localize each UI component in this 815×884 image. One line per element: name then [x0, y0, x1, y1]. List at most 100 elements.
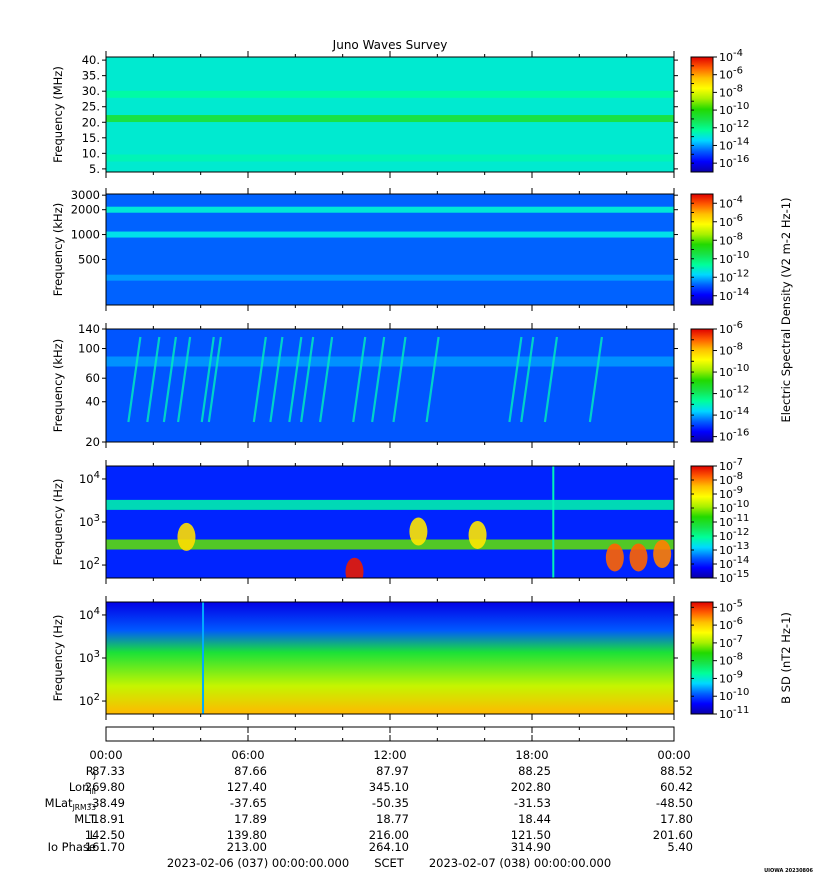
colorbar-tick-label: 10-4	[719, 194, 743, 210]
panel-1-features	[106, 90, 674, 162]
y-tick-label: 140	[78, 322, 100, 336]
y-tick-label: 1000	[71, 228, 100, 242]
ephem-value: 139.80	[227, 828, 267, 842]
y-tick-label: 5.	[89, 162, 100, 176]
emission-burst	[371, 336, 386, 423]
colorbar-tick-label: 10-8	[719, 342, 743, 358]
ephem-value: -37.65	[230, 796, 267, 810]
colorbar-tick-label: 10-6	[719, 320, 743, 336]
ephem-value: -31.53	[514, 796, 551, 810]
ephem-value: 60.42	[660, 780, 693, 794]
footer-stamp: UIOWA 20230806	[764, 868, 813, 874]
panel-5-features	[202, 602, 205, 714]
emission-burst	[319, 336, 334, 423]
emission-band	[106, 90, 674, 98]
colorbar-2	[690, 193, 714, 306]
colorbar-tick-label: 10-12	[719, 385, 749, 401]
emission-spot	[177, 522, 196, 551]
colorbar-label: B SD (nT2 Hz-1)	[779, 612, 793, 704]
y-tick-label: 60	[85, 371, 100, 385]
colorbar-1	[690, 56, 714, 173]
ephem-value: 345.10	[369, 780, 409, 794]
ephem-label: Io Phase	[48, 840, 96, 854]
ephem-value: 213.00	[227, 840, 267, 854]
ephem-value: 18.44	[518, 812, 551, 826]
colorbar-tick-label: 10-10	[719, 687, 749, 703]
colorbar-tick-label: 10-12	[719, 268, 749, 284]
y-tick-label: 104	[79, 606, 100, 622]
emission-spot	[629, 543, 648, 572]
emission-band	[106, 206, 674, 213]
colorbar-tick-label: 10-16	[719, 428, 749, 444]
ephem-value: 121.50	[511, 828, 551, 842]
colorbar-tick-label: 10-14	[719, 406, 749, 422]
y-tick-label: 35.	[82, 69, 100, 83]
emission-spot	[468, 520, 487, 549]
emission-spike	[552, 466, 555, 578]
panel-1-spectrogram	[106, 57, 674, 172]
ephem-value: 202.80	[511, 780, 551, 794]
y-tick-label: 102	[79, 556, 100, 572]
emission-band	[106, 499, 674, 510]
chart-title: Juno Waves Survey	[332, 38, 448, 52]
footer-scet: SCET	[374, 856, 405, 870]
ephem-value: 5.40	[667, 840, 693, 854]
emission-band	[106, 115, 674, 123]
emission-burst	[520, 336, 535, 423]
ephem-label: MLT	[74, 812, 97, 826]
ephem-value: 264.10	[369, 840, 409, 854]
ephem-value: 88.25	[518, 764, 551, 778]
colorbar-tick-label: 10-8	[719, 231, 743, 247]
colorbar-tick-label: 10-15	[719, 569, 749, 585]
ephem-label: LonIII	[69, 780, 96, 796]
panel-3-spectrogram	[106, 329, 674, 442]
colorbar-tick-label: 10-5	[719, 598, 743, 614]
colorbar-tick-label: 10-8	[719, 652, 743, 668]
emission-burst	[288, 336, 303, 423]
y-axis-label: Frequency (Hz)	[51, 479, 65, 566]
colorbar-tick-label: 10-14	[719, 287, 749, 303]
ephem-value: -48.50	[656, 796, 693, 810]
emission-band	[106, 274, 674, 281]
time-tick-label: 00:00	[657, 748, 690, 762]
panel-5-spectrogram	[106, 602, 674, 714]
panel-2-features	[106, 206, 674, 281]
ephem-label: RJ	[86, 764, 96, 780]
colorbar-tick-label: 10-10	[719, 363, 749, 379]
time-tick-label: 00:00	[89, 748, 122, 762]
colorbar-tick-label: 10-6	[719, 66, 743, 82]
colorbar-tick-label: 10-9	[719, 669, 743, 685]
time-tick-label: 06:00	[231, 748, 264, 762]
emission-burst	[146, 336, 161, 423]
ephem-value: 88.52	[660, 764, 693, 778]
y-tick-label: 10.	[82, 146, 100, 160]
panel-4-features	[106, 466, 674, 578]
colorbar-tick-label: 10-7	[719, 634, 743, 650]
ephem-value: 17.89	[234, 812, 267, 826]
ephem-value: 161.70	[85, 840, 125, 854]
colorbar-tick-label: 10-6	[719, 616, 743, 632]
ephem-value: 87.66	[234, 764, 267, 778]
emission-burst	[127, 336, 142, 423]
ephem-value: -38.49	[88, 796, 125, 810]
emission-band	[106, 154, 674, 162]
y-tick-label: 102	[79, 692, 100, 708]
colorbar-3	[690, 328, 714, 443]
colorbar-tick-label: 10-16	[719, 154, 749, 170]
colorbar-tick-label: 10-12	[719, 119, 749, 135]
y-tick-label: 15.	[82, 131, 100, 145]
panel-3: 140 100 60 40 20 Frequency (kHz) 10-6 10-8 10-10…	[51, 320, 749, 449]
y-tick-label: 3000	[71, 188, 100, 202]
colorbar-tick-label: 10-6	[719, 213, 743, 229]
emission-spot	[605, 543, 624, 572]
emission-burst	[425, 336, 440, 423]
emission-burst	[177, 336, 192, 423]
colorbar-5	[690, 601, 714, 715]
ephem-value: 18.77	[376, 812, 409, 826]
y-tick-label: 100	[78, 342, 100, 356]
emission-burst	[252, 336, 267, 423]
emission-burst	[200, 336, 215, 423]
